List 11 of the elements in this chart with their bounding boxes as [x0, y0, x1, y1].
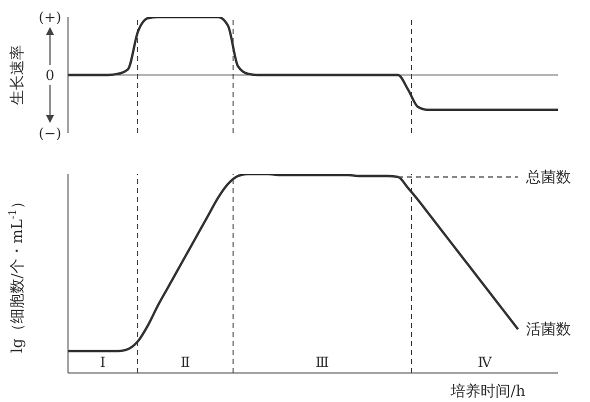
annotation: Ⅳ — [478, 355, 493, 371]
x-axis-title: 培养时间/h — [450, 382, 526, 400]
text: (+) — [38, 10, 62, 26]
annotation: Ⅱ — [180, 355, 190, 371]
series-label: 总菌数 — [525, 168, 571, 186]
text: (−) — [38, 126, 62, 142]
series-label: 活菌数 — [526, 320, 571, 338]
annotation: Ⅲ — [316, 355, 330, 371]
y-axis-title: 生长速率 — [8, 45, 26, 105]
text: 0 — [46, 68, 54, 84]
annotation: Ⅰ — [100, 355, 106, 371]
